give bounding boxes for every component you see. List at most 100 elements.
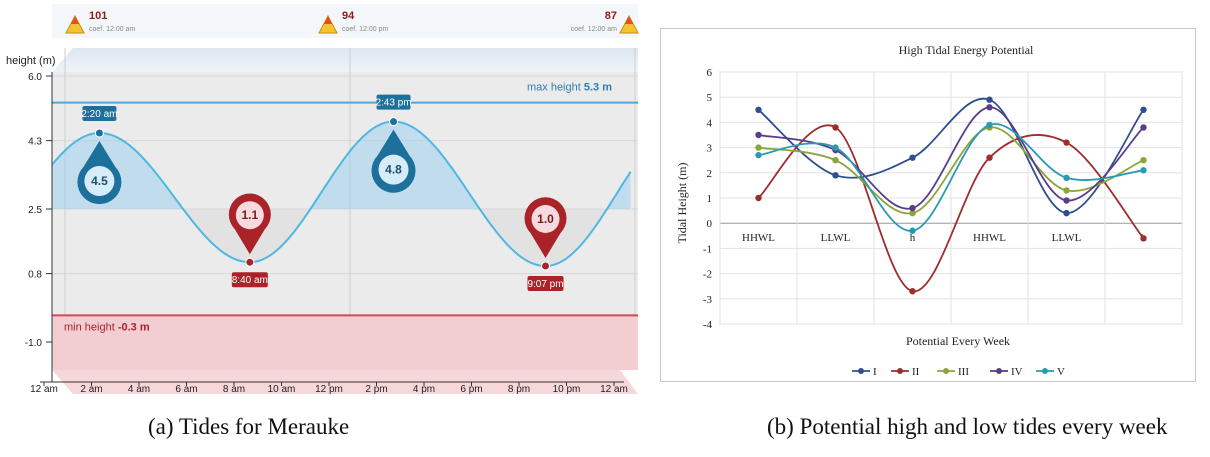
legend-marker xyxy=(996,368,1002,374)
data-point xyxy=(909,288,916,295)
data-point xyxy=(909,209,916,217)
x-tick-label: 2 am xyxy=(80,384,102,395)
x-tick-label: 10 am xyxy=(268,384,296,395)
x-tick-label: 6 am xyxy=(175,384,197,395)
height-value: 1.1 xyxy=(241,208,258,222)
data-point xyxy=(1063,174,1070,182)
legend-marker xyxy=(1042,368,1048,374)
y-tick-label: 0.8 xyxy=(28,270,42,281)
data-point xyxy=(1063,209,1070,217)
legend: I II III IV V xyxy=(852,366,1065,378)
data-point xyxy=(986,121,993,129)
y-ticks: 6 5 4 3 2 1 0 -1 -2 -3 -4 xyxy=(703,67,713,331)
time-label: 2:43 pm xyxy=(375,98,411,109)
tides-chart: max height 5.3 m min height -0.3 m heigh… xyxy=(6,4,639,395)
height-pin-inner xyxy=(531,205,560,233)
y-tick-label: 0 xyxy=(707,218,713,230)
y-tick-label: -1 xyxy=(703,243,712,255)
series-V xyxy=(755,121,1147,234)
series-line xyxy=(757,97,1145,215)
data-point xyxy=(832,172,839,179)
x-tick-label: 10 pm xyxy=(553,384,581,395)
legend-label: I xyxy=(873,366,877,378)
x-tick-label: 4 pm xyxy=(413,384,435,395)
back-panel-top xyxy=(52,48,638,72)
coefficient-triangle-icon xyxy=(65,14,85,34)
legend-label: II xyxy=(912,366,920,378)
legend-item: III xyxy=(937,366,969,378)
legend-marker xyxy=(858,368,864,374)
chart-title: High Tidal Energy Potential xyxy=(899,43,1034,57)
time-label: 8:40 am xyxy=(232,275,268,286)
coefficient-marker: 101 coef. 12:00 am xyxy=(65,10,135,34)
coefficient-time: coef. 12:00 pm xyxy=(342,26,388,33)
data-point xyxy=(832,124,839,131)
data-point xyxy=(1140,235,1147,242)
y-tick-label: 5 xyxy=(707,92,713,104)
data-point xyxy=(755,194,762,202)
height-value: 1.0 xyxy=(537,212,554,226)
y-tick-label: -4 xyxy=(703,319,713,331)
y-axis-label: height (m) xyxy=(6,55,56,67)
data-point xyxy=(986,104,993,111)
low-tide-marker: 9:07 pm 1.0 xyxy=(524,197,567,291)
high-tide-marker: 2:43 pm 4.8 xyxy=(371,94,416,193)
min-height-label: min height -0.3 m xyxy=(64,321,150,333)
data-point xyxy=(1063,139,1070,146)
coefficient-tip xyxy=(625,16,633,24)
legend-item: V xyxy=(1036,366,1065,378)
coefficient-triangle-icon xyxy=(318,14,338,34)
tide-extremes: 2:20 am 4.5 8:40 am 1.1 2:43 pm 4.8 9:07 pm 1.0 xyxy=(77,94,567,291)
legend-item: II xyxy=(891,366,920,378)
data-point xyxy=(1140,157,1147,164)
high-tide-marker: 2:20 am 4.5 xyxy=(77,106,122,205)
data-point xyxy=(986,96,993,103)
legend-item: IV xyxy=(990,366,1023,378)
data-point xyxy=(909,227,916,234)
y-tick-label: 2 xyxy=(707,168,713,180)
legend-marker xyxy=(943,368,949,374)
data-point xyxy=(986,154,993,161)
coefficient-triangle-icon xyxy=(619,14,639,34)
category-label: HHWL xyxy=(973,232,1006,244)
height-value: 4.8 xyxy=(385,163,402,177)
time-label-box xyxy=(231,272,268,288)
low-band xyxy=(52,315,638,370)
coefficient-value: 101 xyxy=(89,10,107,22)
legend-marker xyxy=(897,368,903,374)
height-pin-inner xyxy=(378,154,409,185)
series-II xyxy=(755,124,1147,295)
tide-point xyxy=(94,128,104,138)
series-lines xyxy=(755,96,1147,295)
coefficient-tip xyxy=(71,16,79,24)
category-label: HHWL xyxy=(742,232,775,244)
category-label: LLWL xyxy=(821,232,851,244)
data-point xyxy=(755,151,762,159)
caption-a: (a) Tides for Merauke xyxy=(148,414,350,439)
height-value: 4.5 xyxy=(91,174,108,188)
data-point xyxy=(1140,167,1147,174)
time-label-box xyxy=(82,106,117,121)
data-point xyxy=(1063,187,1070,194)
y-tick-label: -2 xyxy=(703,269,712,281)
data-point xyxy=(755,144,762,151)
y-tick-label: -1.0 xyxy=(25,338,43,349)
coefficient-strip xyxy=(52,4,638,38)
x-tick-label: 12 am xyxy=(30,384,58,395)
legend-label: V xyxy=(1057,366,1065,378)
coefficient-time: coef. 12:00 am xyxy=(89,26,135,33)
x-tick-label: 12 am xyxy=(600,384,628,395)
coefficient-time: coef. 12:00 am xyxy=(571,26,617,33)
x-tick-label: 2 pm xyxy=(365,384,387,395)
height-pin-inner xyxy=(235,201,264,230)
tide-point xyxy=(541,261,551,271)
tide-point xyxy=(389,117,399,127)
tide-point xyxy=(245,257,255,267)
energy-chart: High Tidal Energy Potential 6 5 4 3 2 1 0 -1 -2 -… xyxy=(660,28,1196,382)
y-ticks: 6.0 4.3 2.5 0.8 -1.0 xyxy=(25,72,52,349)
legend-label: IV xyxy=(1011,366,1023,378)
tide-fill-low xyxy=(52,209,631,266)
data-point xyxy=(1140,106,1147,114)
y-tick-label: 6.0 xyxy=(28,72,42,83)
series-line xyxy=(757,124,1145,293)
